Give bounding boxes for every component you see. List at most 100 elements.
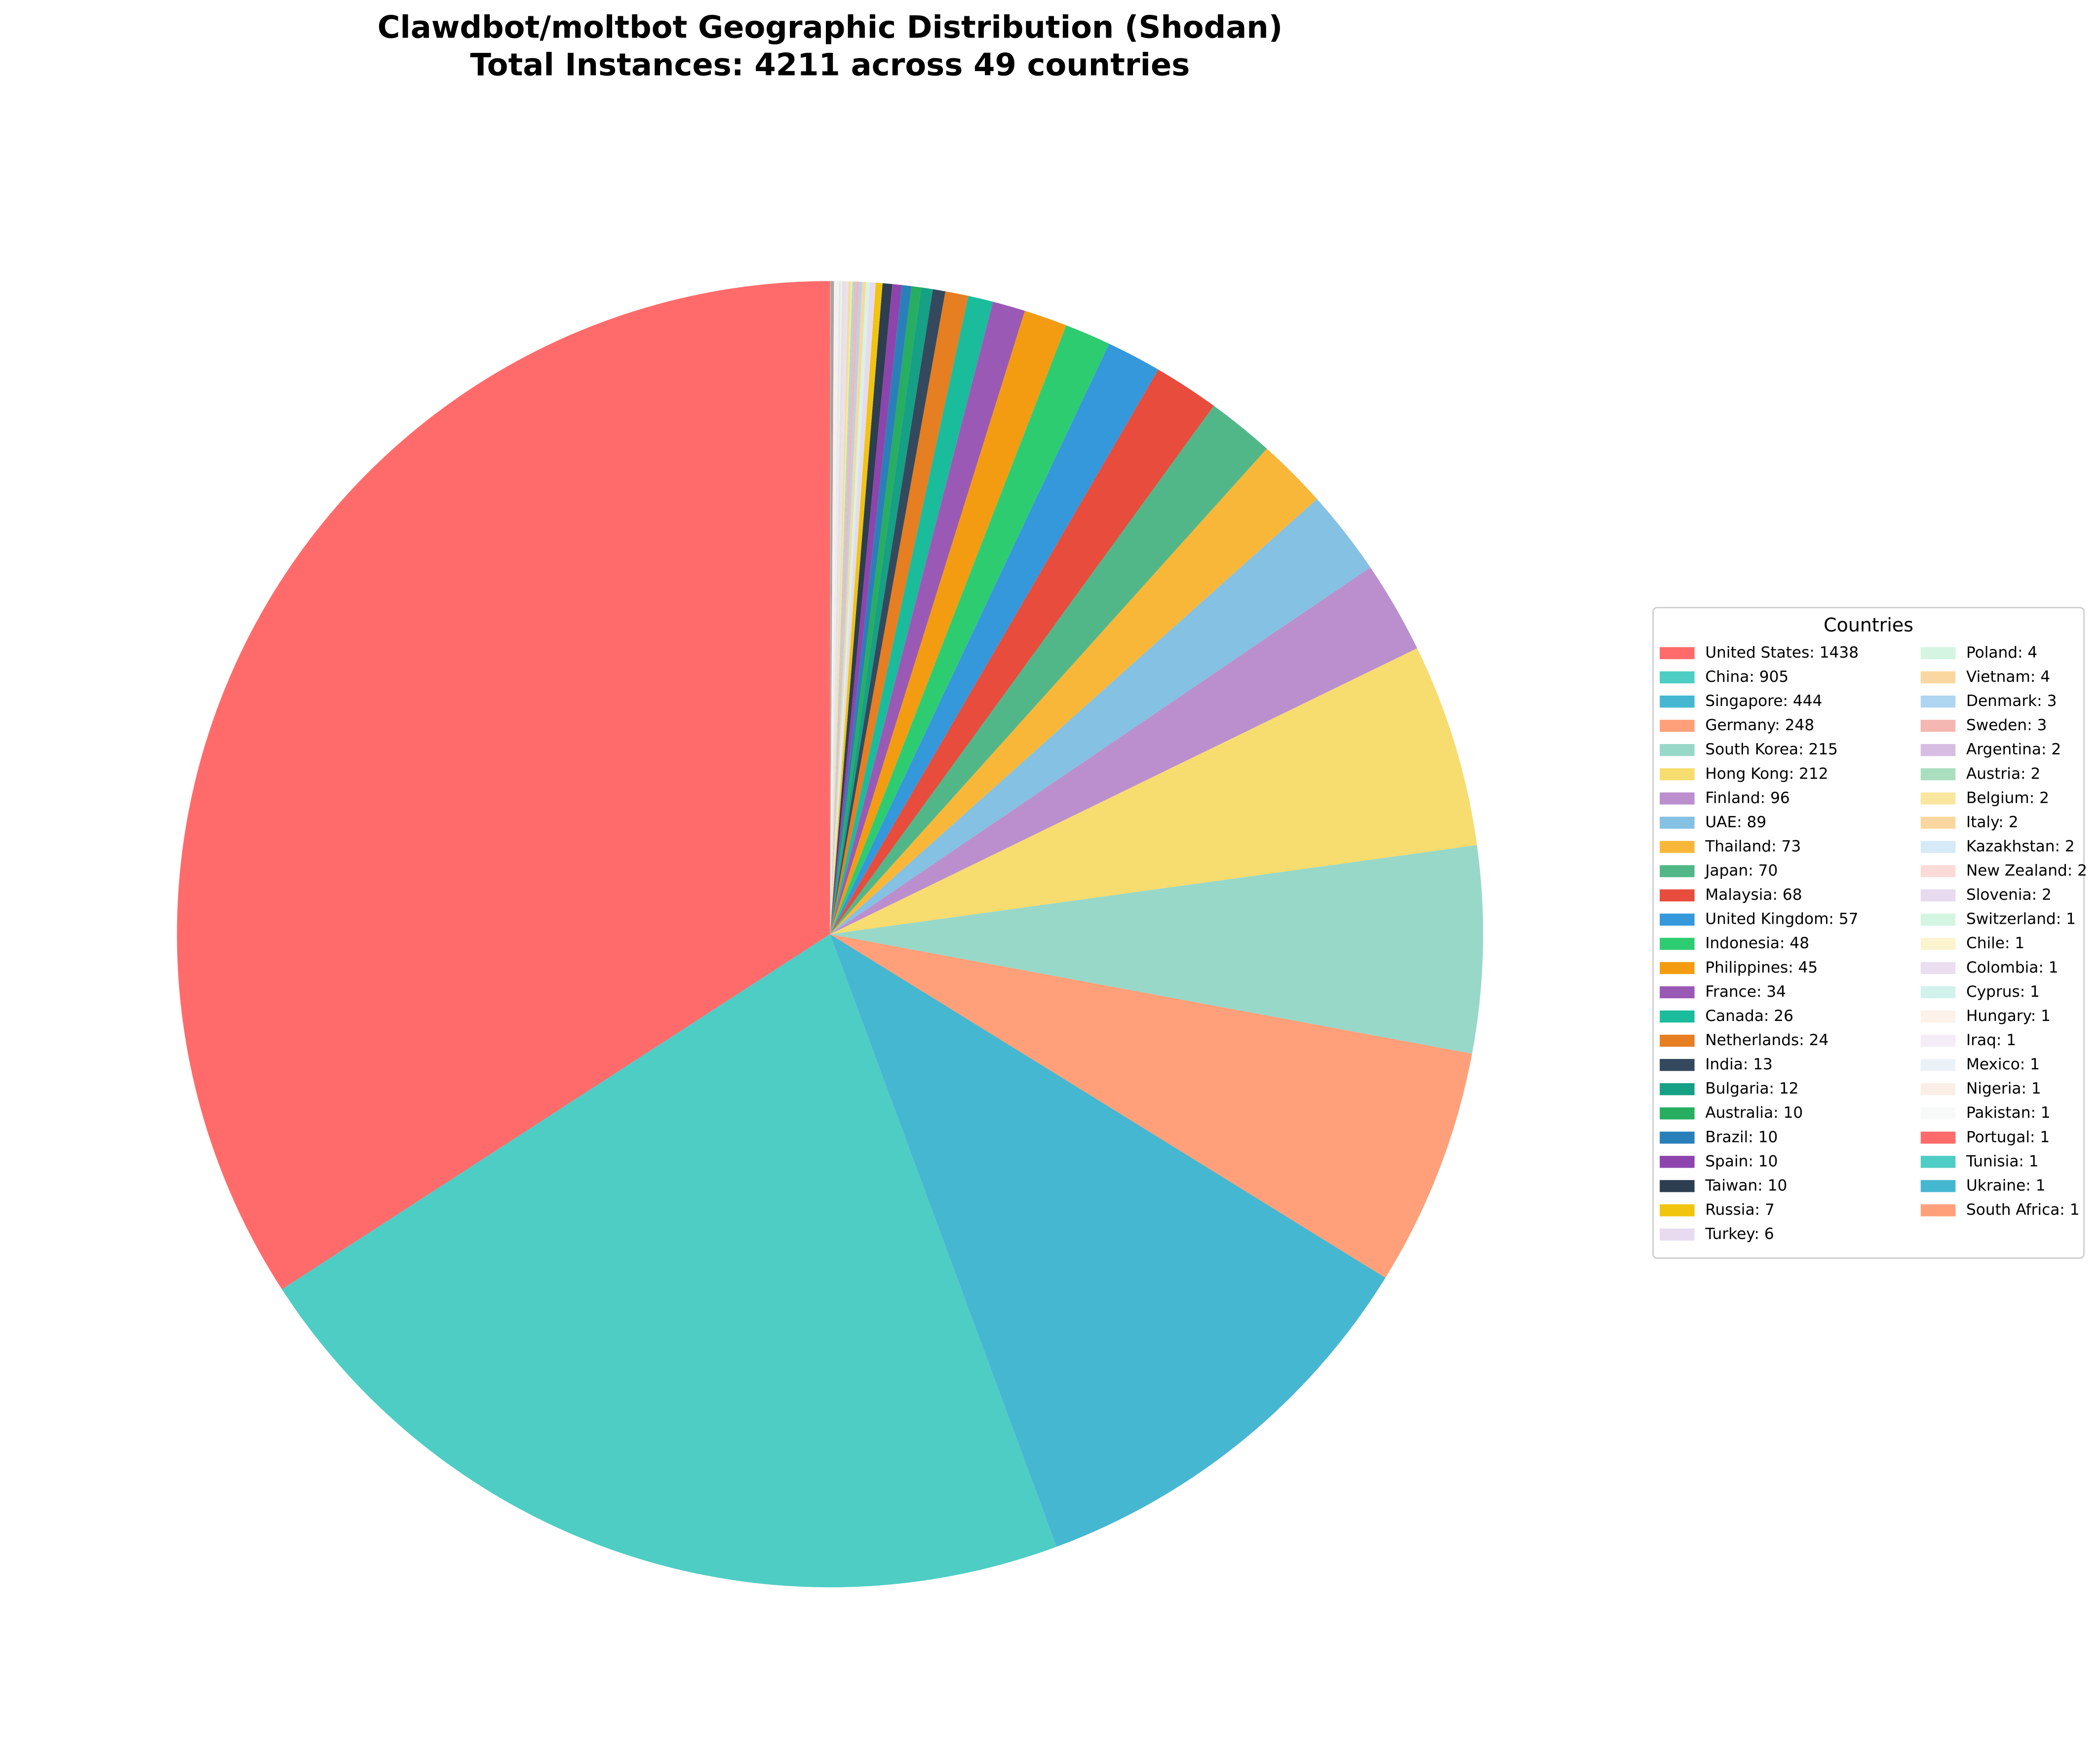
legend-label: Nigeria: 1	[1966, 1080, 2041, 1098]
legend-label: Iraq: 1	[1966, 1031, 2016, 1049]
legend-label: Canada: 26	[1705, 1007, 1793, 1025]
legend-label: Belgium: 2	[1966, 789, 2049, 807]
pie-slice	[830, 648, 1477, 935]
legend-label: France: 34	[1705, 983, 1786, 1001]
legend-label: Denmark: 3	[1966, 692, 2057, 710]
pie-slice	[830, 281, 834, 935]
legend-swatch	[1660, 1132, 1695, 1144]
pie-slice	[830, 281, 849, 935]
legend-swatch	[1660, 671, 1695, 684]
legend-swatch	[1660, 841, 1695, 853]
legend-label: Kazakhstan: 2	[1966, 837, 2075, 855]
chart-subtitle: Total Instances: 4211 across 49 countrie…	[470, 47, 1190, 83]
legend-label: Cyprus: 1	[1966, 983, 2040, 1001]
pie-slice	[830, 281, 840, 935]
pie-slice	[830, 281, 835, 935]
pie-slice	[830, 281, 841, 935]
legend-swatch	[1920, 913, 1956, 926]
pie-slice	[830, 282, 883, 935]
pie-slice	[830, 281, 866, 935]
legend-swatch	[1920, 1107, 1956, 1120]
pie-slice	[830, 934, 1473, 1278]
legend-swatch	[1920, 671, 1956, 684]
legend-swatch	[1920, 768, 1956, 781]
legend-label: South Korea: 215	[1705, 741, 1838, 758]
pie-slice	[830, 283, 893, 935]
legend-label: Germany: 248	[1705, 716, 1814, 734]
pie-slice	[830, 344, 1159, 935]
legend-swatch	[1660, 913, 1695, 926]
legend-label: Switzerland: 1	[1966, 910, 2076, 928]
legend-swatch	[1660, 719, 1695, 732]
legend-swatch	[1920, 1132, 1956, 1144]
legend-label: Brazil: 10	[1705, 1128, 1778, 1146]
legend-swatch	[1660, 938, 1695, 950]
legend-label: New Zealand: 2	[1966, 862, 2087, 880]
pie-slice	[830, 281, 856, 935]
pie-slice	[830, 296, 993, 935]
pie-slice	[830, 281, 851, 935]
legend-label: Austria: 2	[1966, 765, 2040, 783]
legend-label: India: 13	[1705, 1056, 1773, 1073]
legend-label: Portugal: 1	[1966, 1128, 2050, 1146]
pie-slice	[830, 282, 870, 935]
legend-swatch	[1920, 719, 1956, 732]
pie-slice	[830, 281, 855, 935]
legend-swatch	[1660, 1204, 1695, 1216]
legend-label: Singapore: 444	[1705, 692, 1822, 710]
pie-slice	[830, 499, 1370, 935]
legend-swatch	[1920, 695, 1956, 708]
legend-swatch	[1920, 962, 1956, 975]
legend-swatch	[1660, 865, 1695, 877]
pie-slice	[830, 567, 1417, 935]
pie-slice	[830, 287, 933, 935]
legend-swatch	[1660, 744, 1695, 756]
legend-swatch	[1660, 986, 1695, 999]
chart-title: Clawdbot/moltbot Geographic Distribution…	[378, 9, 1283, 45]
legend-swatch	[1660, 889, 1695, 902]
legend-label: Argentina: 2	[1966, 741, 2061, 758]
pie-slice	[830, 281, 859, 935]
legend-label: Taiwan: 10	[1705, 1176, 1787, 1194]
legend-label: Poland: 4	[1966, 644, 2037, 662]
legend-label: Chile: 1	[1966, 935, 2024, 952]
legend-label: South Africa: 1	[1966, 1201, 2080, 1218]
legend-swatch	[1920, 817, 1956, 829]
legend-swatch	[1920, 1034, 1956, 1047]
pie-slice	[830, 281, 847, 935]
legend-label: Philippines: 45	[1705, 959, 1818, 977]
legend-swatch	[1660, 1156, 1695, 1168]
legend-label: Malaysia: 68	[1705, 886, 1802, 904]
legend-label: Pakistan: 1	[1966, 1104, 2051, 1122]
pie-slice	[830, 285, 912, 935]
legend-swatch	[1660, 1083, 1695, 1096]
legend-swatch	[1920, 938, 1956, 950]
legend-label: Ukraine: 1	[1966, 1176, 2046, 1194]
legend-swatch	[1660, 1010, 1695, 1023]
pie	[177, 281, 1483, 1588]
legend-swatch	[1920, 1083, 1956, 1096]
pie-slice	[830, 284, 902, 935]
pie-slice	[830, 448, 1317, 935]
legend-swatch	[1920, 744, 1956, 756]
legend-swatch	[1660, 647, 1695, 660]
legend-swatch	[1660, 1228, 1695, 1241]
legend-swatch	[1660, 962, 1695, 975]
legend-swatch	[1660, 768, 1695, 781]
legend-box	[1652, 607, 2085, 1259]
legend-label: Netherlands: 24	[1705, 1031, 1828, 1049]
legend-label: Italy: 2	[1966, 813, 2019, 831]
legend-title: Countries	[1824, 614, 1913, 636]
legend-swatch	[1660, 1034, 1695, 1047]
legend-swatch	[1920, 1156, 1956, 1168]
pie-slice	[830, 281, 842, 935]
pie-slice	[830, 325, 1109, 935]
legend-label: Hong Kong: 212	[1705, 765, 1828, 783]
legend-label: United States: 1438	[1705, 644, 1859, 662]
pie-slice	[830, 282, 876, 935]
legend-label: Japan: 70	[1704, 862, 1778, 880]
legend-swatch	[1920, 792, 1956, 805]
pie-slice	[830, 845, 1483, 1054]
legend-label: Finland: 96	[1705, 789, 1789, 807]
